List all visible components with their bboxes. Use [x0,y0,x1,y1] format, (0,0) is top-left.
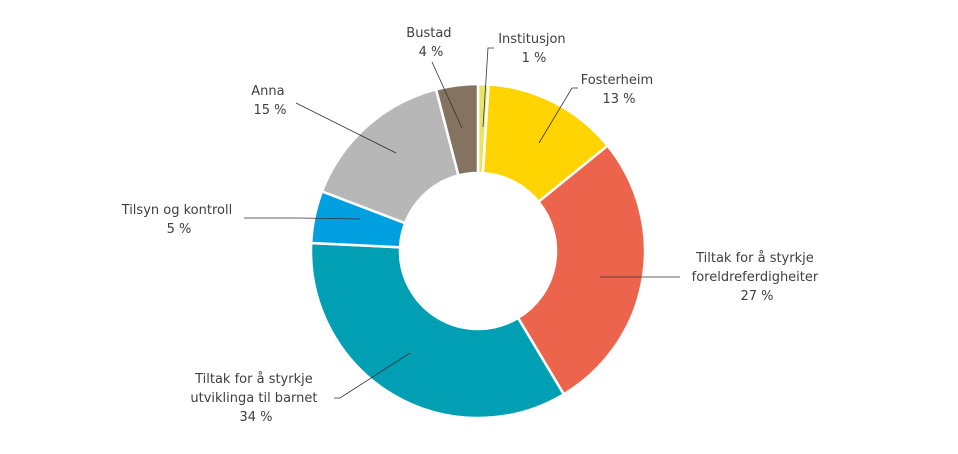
leader-tilsyn [244,217,361,220]
label-fosterheim: Fosterheim 13 % [581,73,658,107]
label-anna: Anna 15 % [251,84,288,118]
leader-barnet [334,352,411,399]
label-foreldre: Tiltak for å styrkje foreldreferdigheite… [692,251,823,304]
leader-institusjon [482,47,494,128]
slice-bustad [434,82,480,178]
leader-lines [244,47,680,399]
label-bustad: Bustad 4 % [406,26,455,60]
donut-slices [309,82,647,420]
slice-tiltak-for-styrkje-foreldreferdigheiter [516,143,647,396]
leader-bustad [431,61,463,129]
label-barnet: Tiltak for å styrkje utviklinga til barn… [190,372,321,425]
leader-anna [295,102,397,154]
label-institusjon: Institusjon 1 % [498,32,570,66]
slice-labels: Institusjon 1 % Fosterheim 13 % Tiltak f… [121,26,823,425]
leader-fosterheim [538,87,578,144]
slice-tiltak-for-styrkje-utviklinga-til-barnet [309,241,566,420]
label-tilsyn: Tilsyn og kontroll 5 % [121,203,237,237]
